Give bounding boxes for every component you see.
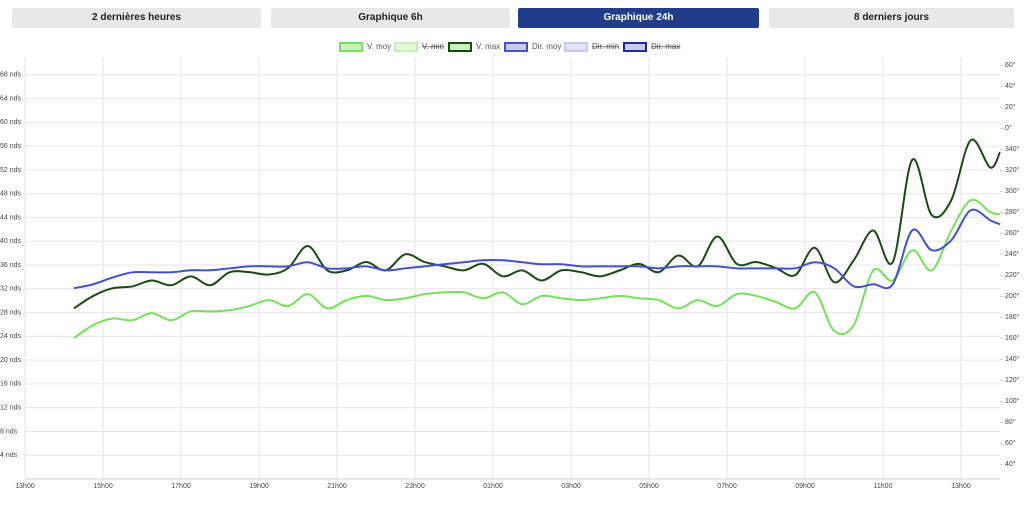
x-tick-label: 23h00: [405, 483, 425, 490]
x-tick-label: 21h00: [327, 483, 347, 490]
series-line: [73, 208, 1001, 290]
x-tick-label: 17h00: [171, 483, 191, 490]
legend-swatch: [448, 42, 472, 52]
y2-tick-label: 200°: [1005, 292, 1020, 300]
legend-swatch: [394, 42, 418, 52]
legend-swatch: [623, 42, 647, 52]
y-tick-label: 8 nds: [0, 428, 18, 435]
x-tick-label: 19h00: [249, 483, 269, 490]
y2-tick-label: 100°: [1005, 397, 1020, 405]
y-tick-label: 36 nds: [0, 262, 22, 269]
y2-tick-label: 280°: [1005, 208, 1020, 216]
y2-tick-label: 160°: [1005, 334, 1020, 342]
y-tick-label: 44 nds: [0, 214, 22, 221]
x-tick-label: 15h00: [93, 483, 113, 490]
x-tick-label: 03h00: [561, 483, 581, 490]
y-tick-label: 12 nds: [0, 405, 22, 412]
y2-tick-label: 260°: [1005, 229, 1020, 237]
y2-tick-label: 20°: [1005, 103, 1016, 111]
y2-tick-label: 320°: [1005, 166, 1020, 174]
y-tick-label: 40 nds: [0, 238, 22, 245]
y2-tick-label: 40°: [1005, 460, 1016, 468]
y2-tick-label: 240°: [1005, 250, 1020, 258]
y-tick-label: 48 nds: [0, 191, 22, 198]
grid: [24, 57, 1000, 479]
tab[interactable]: Graphique 24h: [518, 8, 759, 28]
series-line: [73, 198, 1001, 339]
legend-label: Dir. moy: [532, 42, 561, 51]
y2-tick-label: 0°: [1005, 124, 1012, 132]
y2-tick-label: 120°: [1005, 376, 1020, 384]
legend-label: Dir. min: [592, 42, 619, 51]
tab[interactable]: Graphique 6h: [271, 8, 510, 28]
x-tick-label: 05h00: [639, 483, 659, 490]
legend-swatch: [339, 42, 363, 52]
y2-tick-label: 220°: [1005, 271, 1020, 279]
y-tick-label: 20 nds: [0, 357, 22, 364]
legend-swatch: [564, 42, 588, 52]
x-tick-label: 01h00: [483, 483, 503, 490]
y-tick-label: 32 nds: [0, 286, 22, 293]
y-tick-label: 52 nds: [0, 167, 22, 174]
y2-tick-label: 60°: [1005, 61, 1016, 69]
x-tick-label: 09h00: [795, 483, 815, 490]
y-tick-label: 4 nds: [0, 452, 18, 459]
y-tick-label: 24 nds: [0, 333, 22, 340]
y-tick-label: 56 nds: [0, 143, 22, 150]
x-tick-label: 11h00: [874, 483, 893, 490]
series-line: [73, 138, 1001, 310]
x-tick-label: 07h00: [717, 483, 737, 490]
tab-bar: 2 dernières heures Graphique 6h Graphique …: [0, 8, 1024, 28]
y-tick-label: 68 nds: [0, 72, 22, 79]
y2-tick-label: 40°: [1005, 82, 1016, 90]
y2-tick-label: 180°: [1005, 313, 1020, 321]
y-tick-label: 16 nds: [0, 381, 22, 388]
y2-tick-label: 140°: [1005, 355, 1020, 363]
legend-label: V. min: [422, 42, 444, 51]
tab[interactable]: 8 derniers jours: [769, 8, 1014, 28]
x-tick-label: 13h00: [951, 483, 971, 490]
x-tick-label: 13h00: [15, 483, 35, 490]
legend-label: V. max: [476, 42, 500, 51]
y-tick-label: 64 nds: [0, 95, 22, 102]
y2-tick-label: 80°: [1005, 418, 1016, 426]
y2-tick-label: 300°: [1005, 187, 1020, 195]
legend-label: Dir. max: [651, 42, 680, 51]
y2-tick-label: 340°: [1005, 145, 1020, 153]
legend-label: V. moy: [367, 42, 391, 51]
y-tick-label: 60 nds: [0, 119, 22, 126]
tab[interactable]: 2 dernières heures: [12, 8, 261, 28]
y-tick-label: 28 nds: [0, 309, 22, 316]
legend-swatch: [504, 42, 528, 52]
y2-tick-label: 60°: [1005, 439, 1016, 447]
